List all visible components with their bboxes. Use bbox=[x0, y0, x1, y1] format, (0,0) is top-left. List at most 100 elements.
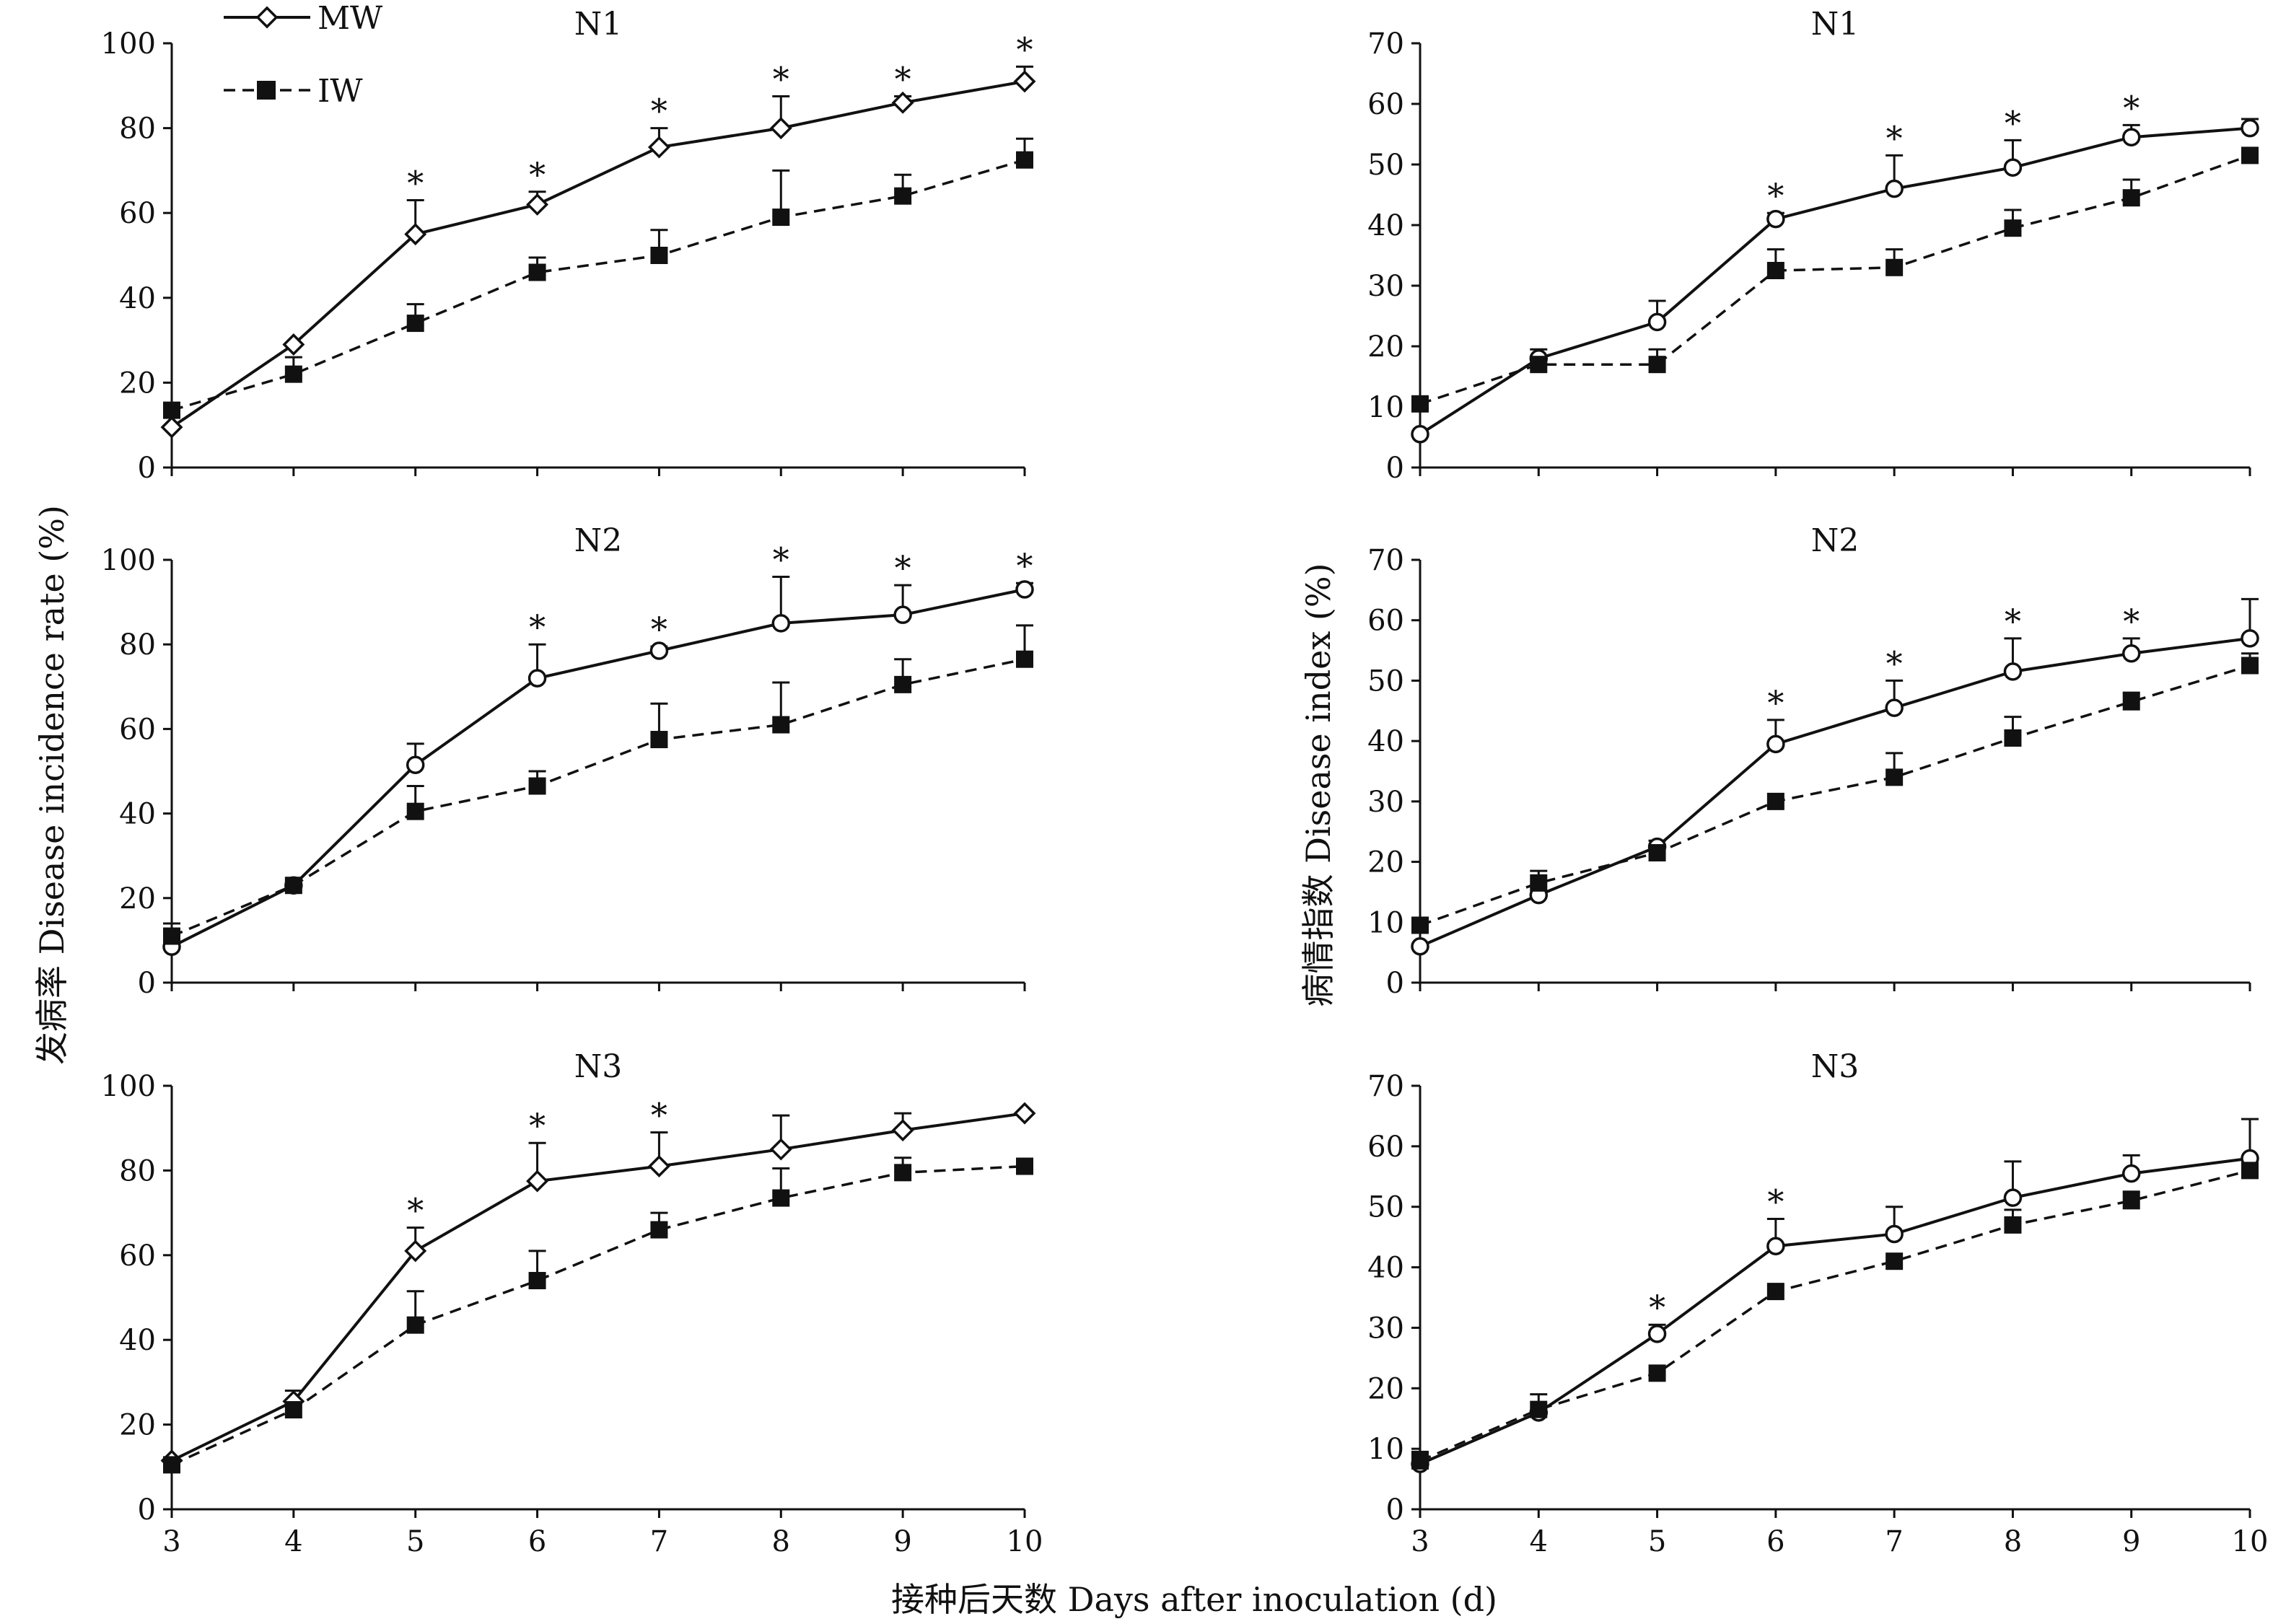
data-point-iw bbox=[2241, 146, 2259, 164]
data-point-iw bbox=[1530, 874, 1548, 892]
legend: MW IW bbox=[224, 0, 383, 110]
data-point-iw bbox=[894, 675, 912, 693]
data-point-iw bbox=[894, 1164, 912, 1182]
series-line-iw bbox=[171, 1164, 1025, 1466]
data-point-mw bbox=[1013, 70, 1036, 93]
data-point-iw bbox=[1016, 650, 1033, 668]
significance-star: * bbox=[773, 60, 789, 99]
data-point-iw bbox=[1648, 844, 1666, 862]
data-point-mw bbox=[1647, 1325, 1667, 1343]
x-tick-label: 9 bbox=[2122, 1525, 2140, 1558]
y-tick-label: 0 bbox=[138, 452, 156, 485]
data-point-mw bbox=[769, 117, 792, 140]
x-tick-label: 10 bbox=[1007, 1525, 1043, 1558]
x-tick-label: 3 bbox=[162, 1525, 180, 1558]
data-point-mw bbox=[891, 91, 914, 114]
series-line-mw bbox=[171, 1112, 1025, 1462]
significance-star: * bbox=[1649, 1288, 1665, 1327]
y-tick-label: 20 bbox=[1367, 330, 1404, 364]
significance-star: * bbox=[1017, 30, 1033, 69]
series-line-mw bbox=[1419, 636, 2251, 948]
data-point-iw bbox=[1411, 916, 1429, 934]
data-point-mw bbox=[893, 605, 912, 624]
significance-star: * bbox=[895, 548, 911, 587]
data-point-iw bbox=[1886, 1252, 1904, 1270]
data-point-mw bbox=[160, 416, 183, 439]
significance-star: * bbox=[1767, 683, 1784, 722]
data-point-mw bbox=[527, 669, 547, 688]
y-tick-label: 30 bbox=[1367, 1312, 1404, 1345]
data-point-iw bbox=[163, 1456, 180, 1474]
data-point-iw bbox=[650, 247, 668, 264]
significance-star: * bbox=[651, 92, 667, 131]
data-point-iw bbox=[406, 802, 424, 820]
data-point-iw bbox=[1648, 1364, 1666, 1382]
y-tick-label: 40 bbox=[1367, 725, 1404, 758]
y-tick-label: 20 bbox=[1367, 1372, 1404, 1405]
y-tick-label: 60 bbox=[119, 1239, 156, 1273]
data-point-iw bbox=[772, 209, 790, 227]
y-tick-label: 40 bbox=[1367, 209, 1404, 242]
data-point-iw bbox=[163, 401, 180, 419]
significance-star: * bbox=[773, 540, 789, 579]
series-line-mw bbox=[1419, 1156, 2251, 1465]
data-point-mw bbox=[2121, 128, 2141, 146]
data-point-iw bbox=[406, 315, 424, 333]
series-line-iw bbox=[1419, 664, 2251, 927]
y-tick-label: 20 bbox=[1367, 846, 1404, 879]
series-line-iw bbox=[1419, 1169, 2251, 1462]
data-point-iw bbox=[1886, 258, 1904, 276]
panel-left-n2: 0 20 40 60 80 100 N2 * * * * * bbox=[101, 522, 1034, 1000]
x-tick-label: 4 bbox=[284, 1525, 302, 1558]
panel-right-n3: 0 10 20 30 40 50 60 70 3 4 5 6 7 8 9 10 N3 * * bbox=[1367, 1048, 2268, 1558]
y-tick-label: 0 bbox=[1386, 452, 1404, 485]
significance-star: * bbox=[651, 1096, 667, 1135]
data-point-mw bbox=[1885, 1224, 1904, 1244]
data-point-iw bbox=[284, 1401, 302, 1419]
x-tick-label: 5 bbox=[406, 1525, 424, 1558]
legend-iw-label: IW bbox=[317, 73, 363, 110]
y-tick-label: 50 bbox=[1367, 664, 1404, 698]
x-tick-label: 8 bbox=[772, 1525, 790, 1558]
data-point-iw bbox=[772, 716, 790, 734]
data-point-mw bbox=[1411, 425, 1429, 444]
y-tick-label: 20 bbox=[119, 882, 156, 916]
significance-star: * bbox=[529, 155, 546, 194]
data-point-mw bbox=[1411, 937, 1429, 956]
x-tick-label: 4 bbox=[1530, 1525, 1548, 1558]
x-tick-label: 5 bbox=[1648, 1525, 1666, 1558]
data-point-mw bbox=[404, 223, 427, 246]
significance-star: * bbox=[2123, 602, 2140, 641]
data-point-mw bbox=[1885, 698, 1904, 717]
series-line-mw bbox=[171, 588, 1025, 948]
y-tick-label: 0 bbox=[138, 1493, 156, 1527]
data-point-iw bbox=[2004, 1216, 2022, 1234]
data-point-mw bbox=[2121, 644, 2141, 663]
data-point-mw bbox=[647, 1155, 670, 1178]
significance-star: * bbox=[1886, 118, 1903, 157]
data-point-iw bbox=[1530, 1400, 1548, 1418]
panel-title: N1 bbox=[574, 6, 623, 43]
significance-star: * bbox=[651, 610, 667, 649]
y-tick-label: 40 bbox=[119, 1324, 156, 1357]
data-point-mw bbox=[1885, 179, 1904, 198]
x-tick-label: 7 bbox=[650, 1525, 668, 1558]
y-tick-label: 100 bbox=[101, 27, 156, 61]
data-point-iw bbox=[894, 187, 912, 205]
y-tick-label: 60 bbox=[1367, 88, 1404, 121]
significance-star: * bbox=[1767, 176, 1784, 215]
y-tick-label: 10 bbox=[1367, 1433, 1404, 1466]
y-tick-label: 60 bbox=[1367, 1131, 1404, 1164]
panel-left-n1: 0 20 40 60 80 100 N1 * * * * * * bbox=[101, 6, 1036, 485]
significance-star: * bbox=[2005, 602, 2021, 641]
data-point-mw bbox=[1013, 1102, 1036, 1125]
data-point-mw bbox=[649, 641, 669, 660]
significance-star: * bbox=[2005, 103, 2021, 142]
y-tick-label: 0 bbox=[138, 967, 156, 1000]
x-tick-label: 6 bbox=[528, 1525, 546, 1558]
y-tick-label: 30 bbox=[1367, 786, 1404, 819]
y-tick-label: 40 bbox=[119, 798, 156, 831]
data-point-mw bbox=[647, 136, 670, 159]
y-tick-label: 100 bbox=[101, 544, 156, 577]
